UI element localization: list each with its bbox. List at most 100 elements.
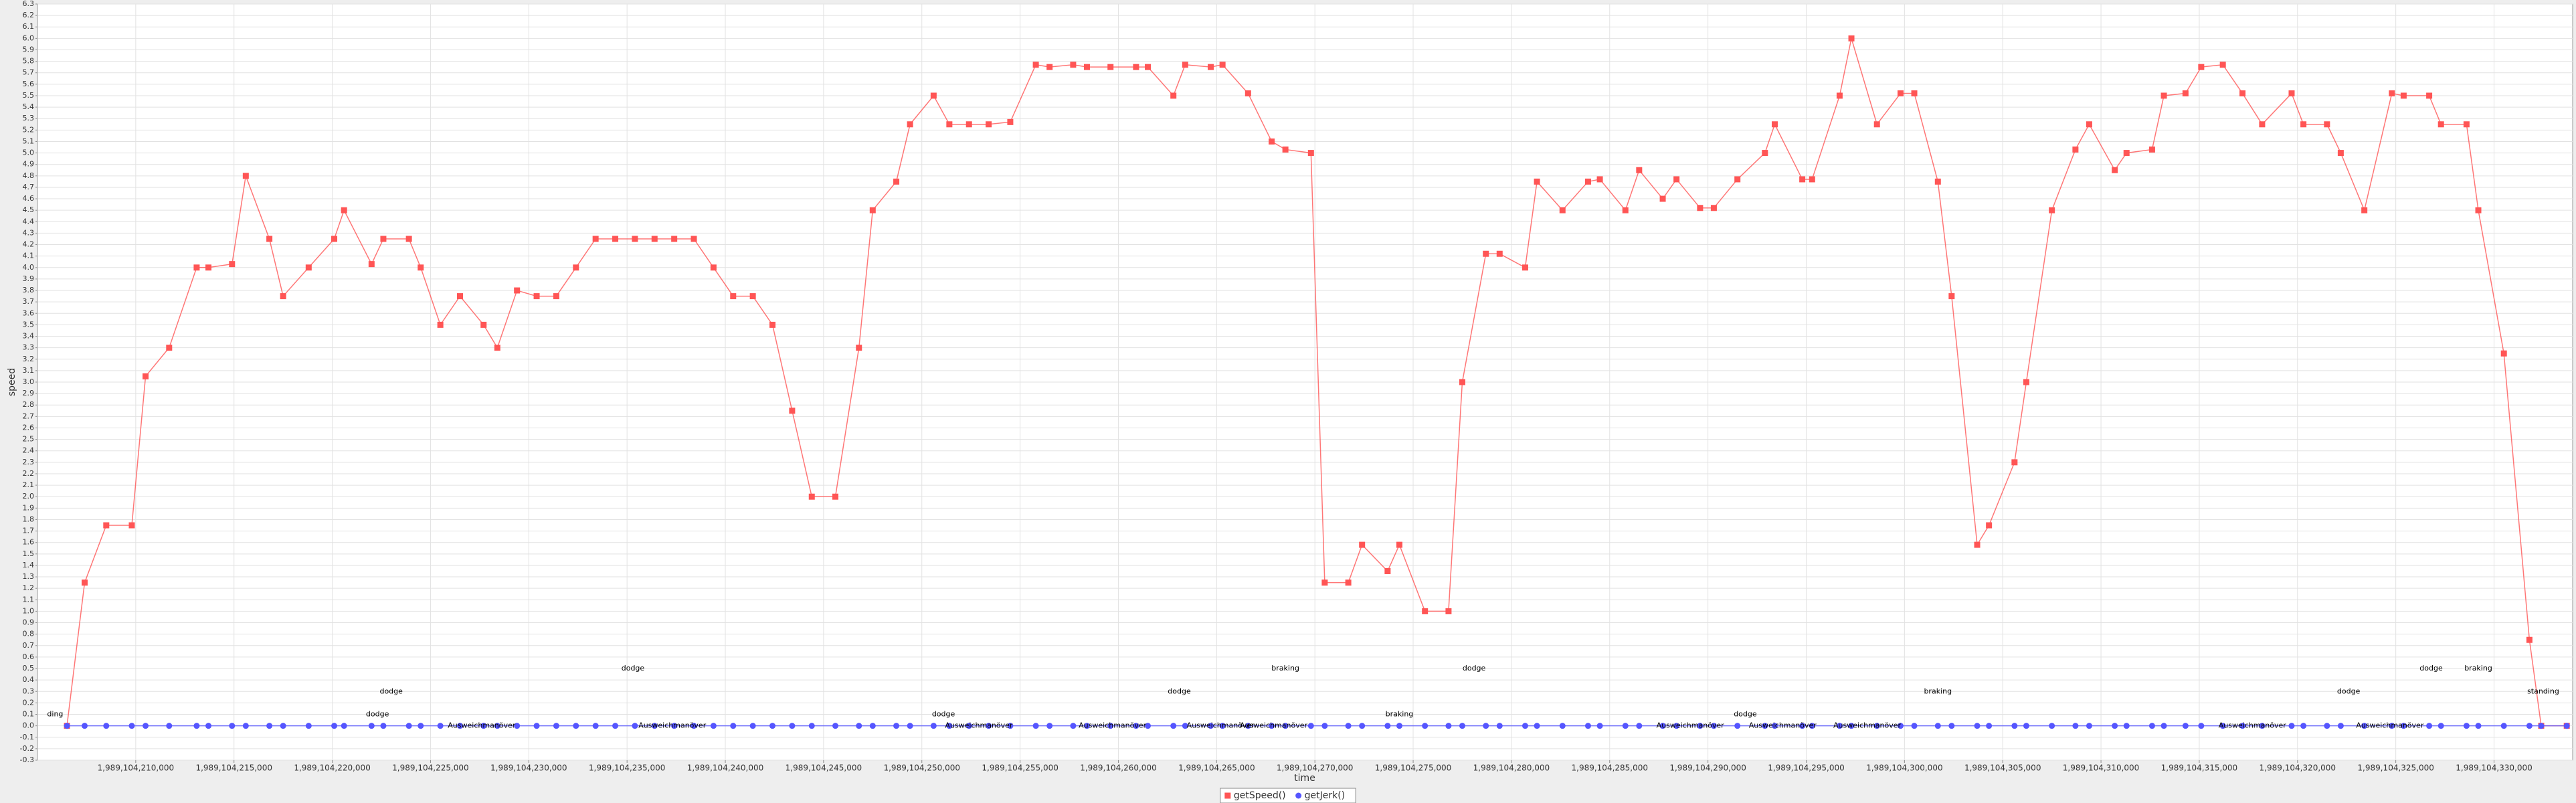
data-point bbox=[553, 723, 559, 729]
data-point bbox=[1596, 723, 1603, 729]
data-point bbox=[1133, 64, 1139, 70]
data-point bbox=[2239, 90, 2246, 97]
data-point bbox=[331, 723, 338, 729]
data-point bbox=[166, 345, 173, 351]
data-point bbox=[1584, 723, 1591, 729]
data-point bbox=[1697, 723, 1704, 729]
data-point bbox=[1771, 723, 1778, 729]
annotation: dodge bbox=[1168, 687, 1191, 695]
data-point bbox=[242, 723, 249, 729]
data-point bbox=[1032, 62, 1039, 68]
y-tick-label: 4.6 bbox=[23, 194, 35, 203]
data-point bbox=[1799, 723, 1806, 729]
x-tick-label: 1,989,104,320,000 bbox=[2260, 764, 2336, 773]
data-point bbox=[2437, 121, 2444, 128]
data-point bbox=[1384, 568, 1391, 574]
y-tick-label: 4.7 bbox=[23, 183, 35, 191]
annotation: Ausweichmanöver bbox=[1240, 721, 1308, 730]
x-tick-label: 1,989,104,330,000 bbox=[2456, 764, 2533, 773]
data-point bbox=[1734, 723, 1741, 729]
data-point bbox=[1659, 195, 1666, 202]
x-tick-label: 1,989,104,275,000 bbox=[1375, 764, 1452, 773]
data-point bbox=[749, 723, 756, 729]
x-tick-label: 1,989,104,245,000 bbox=[786, 764, 862, 773]
annotation: Ausweichmanöver bbox=[1657, 721, 1725, 730]
data-point bbox=[1245, 723, 1251, 729]
y-tick-label: 3.9 bbox=[23, 274, 35, 283]
y-tick-label: 0.7 bbox=[23, 641, 35, 650]
data-point bbox=[2526, 723, 2533, 729]
data-point bbox=[808, 723, 815, 729]
data-point bbox=[2160, 723, 2167, 729]
x-tick-label: 1,989,104,220,000 bbox=[294, 764, 371, 773]
data-point bbox=[64, 723, 70, 729]
data-point bbox=[1873, 723, 1880, 729]
x-tick-label: 1,989,104,305,000 bbox=[1964, 764, 2041, 773]
data-point bbox=[305, 264, 312, 271]
data-point bbox=[2160, 92, 2167, 99]
data-point bbox=[242, 173, 249, 179]
data-point bbox=[769, 321, 776, 328]
data-point bbox=[1070, 62, 1077, 68]
data-point bbox=[1659, 723, 1666, 729]
data-point bbox=[1986, 723, 1993, 729]
y-tick-label: 6.3 bbox=[23, 0, 35, 8]
x-tick-label: 1,989,104,215,000 bbox=[195, 764, 272, 773]
data-point bbox=[2337, 723, 2344, 729]
data-point bbox=[1208, 723, 1214, 729]
series-line bbox=[66, 38, 2567, 727]
data-point bbox=[2198, 723, 2205, 729]
data-point bbox=[1622, 723, 1629, 729]
data-point bbox=[1496, 723, 1503, 729]
data-point bbox=[2337, 150, 2344, 157]
data-point bbox=[808, 493, 815, 500]
data-point bbox=[1934, 178, 1941, 185]
data-point bbox=[1483, 723, 1489, 729]
data-point bbox=[2049, 207, 2055, 213]
y-tick-label: 0.6 bbox=[23, 652, 35, 661]
data-point bbox=[305, 723, 312, 729]
y-tick-label: 4.9 bbox=[23, 160, 35, 169]
data-point bbox=[1170, 92, 1177, 99]
legend-marker bbox=[1295, 792, 1302, 799]
annotation: Ausweichmanöver bbox=[2356, 721, 2424, 730]
data-point bbox=[710, 723, 717, 729]
data-point bbox=[671, 236, 678, 242]
data-point bbox=[1948, 293, 1955, 300]
data-point bbox=[1046, 723, 1053, 729]
data-point bbox=[553, 293, 559, 300]
data-point bbox=[1422, 723, 1429, 729]
data-point bbox=[1522, 723, 1528, 729]
y-tick-label: 3.8 bbox=[23, 286, 35, 294]
data-point bbox=[789, 723, 796, 729]
data-point bbox=[103, 522, 110, 529]
data-point bbox=[1897, 723, 1904, 729]
annotation: dodge bbox=[2419, 664, 2443, 673]
data-point bbox=[405, 236, 412, 242]
data-point bbox=[1321, 723, 1328, 729]
data-point bbox=[1107, 723, 1114, 729]
data-point bbox=[651, 723, 658, 729]
data-point bbox=[2288, 723, 2295, 729]
data-point bbox=[1145, 64, 1152, 70]
data-point bbox=[1848, 35, 1855, 41]
data-point bbox=[1282, 723, 1289, 729]
data-point bbox=[2072, 723, 2079, 729]
y-tick-label: 3.2 bbox=[23, 355, 35, 363]
y-tick-label: 3.3 bbox=[23, 343, 35, 352]
y-tick-label: 2.0 bbox=[23, 492, 35, 501]
data-point bbox=[2463, 723, 2470, 729]
data-point bbox=[2219, 62, 2226, 68]
y-tick-label: 0.5 bbox=[23, 664, 35, 673]
data-point bbox=[2475, 207, 2482, 213]
x-tick-label: 1,989,104,230,000 bbox=[490, 764, 567, 773]
data-point bbox=[1345, 579, 1352, 586]
data-point bbox=[869, 207, 876, 213]
data-point bbox=[341, 207, 347, 213]
data-point bbox=[691, 723, 697, 729]
data-point bbox=[1359, 723, 1366, 729]
data-point bbox=[1559, 723, 1566, 729]
data-point bbox=[2182, 723, 2189, 729]
data-point bbox=[2239, 723, 2246, 729]
data-point bbox=[266, 236, 273, 242]
